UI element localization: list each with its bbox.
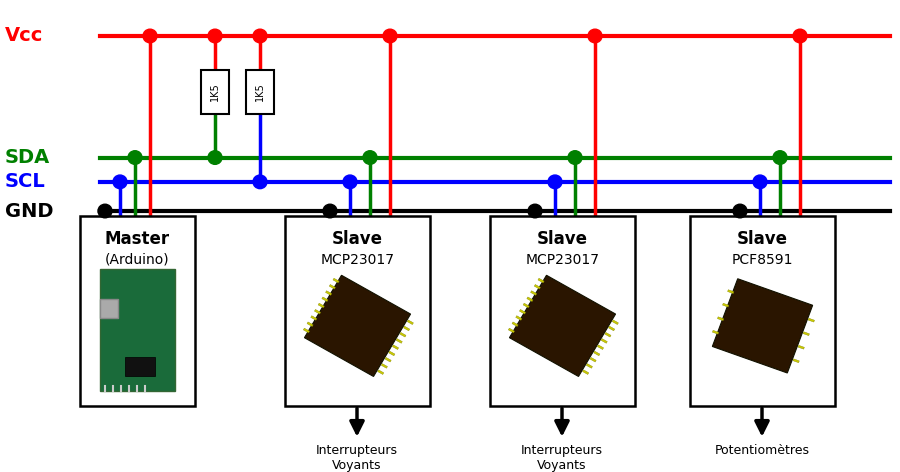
Bar [608, 326, 615, 331]
Bar [201, 70, 229, 114]
Text: 1K5: 1K5 [255, 83, 265, 101]
Bar [582, 370, 589, 374]
Text: GND: GND [5, 202, 53, 220]
Circle shape [128, 151, 142, 164]
Bar [80, 216, 195, 405]
Circle shape [733, 204, 747, 218]
Bar [396, 339, 402, 343]
Text: PCF8591: PCF8591 [732, 253, 793, 267]
Bar [803, 332, 809, 336]
Text: MCP23017: MCP23017 [526, 253, 599, 267]
Circle shape [253, 175, 267, 189]
Bar [100, 270, 175, 391]
Bar [717, 317, 724, 320]
Bar [530, 291, 536, 295]
Circle shape [363, 151, 377, 164]
Bar [519, 310, 526, 314]
Circle shape [753, 175, 767, 189]
Bar [598, 345, 604, 349]
Bar [285, 216, 430, 405]
Text: Slave: Slave [332, 230, 383, 248]
Bar [727, 290, 734, 294]
Bar [389, 351, 395, 356]
Bar [407, 320, 413, 325]
Circle shape [253, 29, 267, 43]
Bar [246, 70, 274, 114]
Bar [723, 303, 729, 307]
Bar [318, 303, 324, 308]
Bar [793, 359, 799, 362]
Circle shape [343, 175, 357, 189]
Bar [100, 299, 118, 318]
Text: Slave: Slave [737, 230, 788, 248]
Text: Potentiomètres: Potentiomètres [715, 445, 809, 457]
Circle shape [208, 151, 222, 164]
Text: 1K5: 1K5 [210, 83, 220, 101]
Circle shape [113, 175, 127, 189]
Circle shape [793, 29, 807, 43]
Bar [713, 330, 719, 334]
Circle shape [773, 151, 787, 164]
Text: Voyants: Voyants [332, 459, 382, 472]
Circle shape [323, 204, 337, 218]
Bar [538, 278, 544, 283]
Bar [490, 216, 635, 405]
Text: SCL: SCL [5, 172, 46, 191]
Text: Vcc: Vcc [5, 26, 43, 45]
Bar [508, 328, 515, 333]
Bar [329, 285, 336, 289]
Bar [601, 339, 608, 343]
Bar [378, 370, 383, 374]
Bar [526, 297, 533, 302]
Text: Voyants: Voyants [537, 459, 587, 472]
Bar [326, 291, 332, 295]
Bar [403, 326, 410, 331]
Text: Slave: Slave [537, 230, 588, 248]
Bar [535, 285, 540, 289]
Bar [798, 346, 805, 349]
Text: Interrupteurs: Interrupteurs [521, 445, 603, 457]
Bar [605, 332, 611, 337]
Bar [512, 322, 518, 327]
Text: SDA: SDA [5, 148, 50, 167]
Circle shape [548, 175, 562, 189]
Circle shape [208, 29, 222, 43]
Bar [303, 328, 310, 333]
Bar [590, 357, 596, 362]
Bar [304, 275, 410, 377]
Circle shape [568, 151, 582, 164]
Circle shape [143, 29, 157, 43]
Bar [808, 318, 814, 322]
Bar [713, 279, 813, 373]
Text: Interrupteurs: Interrupteurs [316, 445, 398, 457]
Circle shape [528, 204, 542, 218]
Text: Master: Master [105, 230, 170, 248]
Bar [333, 278, 339, 283]
Bar [322, 297, 328, 302]
Bar [523, 303, 529, 308]
Bar [690, 216, 835, 405]
Bar [594, 351, 600, 356]
Text: MCP23017: MCP23017 [320, 253, 394, 267]
Bar [392, 345, 399, 349]
Bar [125, 357, 155, 376]
Bar [400, 332, 406, 337]
Text: (Arduino): (Arduino) [105, 253, 170, 267]
Circle shape [588, 29, 602, 43]
Circle shape [383, 29, 397, 43]
Bar [612, 320, 618, 325]
Bar [314, 310, 320, 314]
Circle shape [98, 204, 112, 218]
Bar [385, 357, 392, 362]
Bar [307, 322, 313, 327]
Bar [509, 275, 616, 377]
Bar [382, 363, 388, 368]
Bar [516, 316, 522, 320]
Bar [586, 363, 592, 368]
Bar [310, 316, 317, 320]
